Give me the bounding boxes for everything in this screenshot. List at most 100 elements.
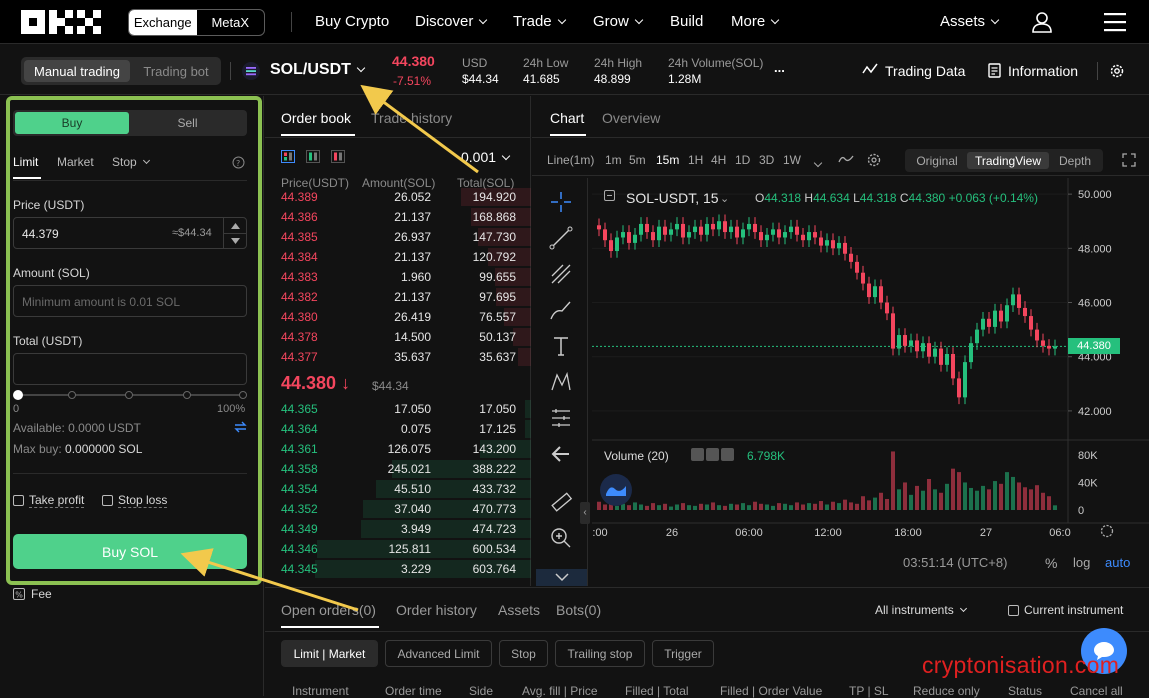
bid-row[interactable]: 44.358 245.021 388.222 xyxy=(265,459,531,479)
current-instrument-checkbox[interactable]: Current instrument xyxy=(1008,603,1123,617)
decrement-icon[interactable] xyxy=(231,238,240,244)
auto-scale-toggle[interactable]: auto xyxy=(1105,555,1131,570)
bid-row[interactable]: 44.352 37.040 470.773 xyxy=(265,499,531,519)
trading-data-link[interactable]: Trading Data xyxy=(885,63,966,79)
amount-slider[interactable] xyxy=(13,389,247,401)
indicator-icon[interactable] xyxy=(838,153,854,165)
help-icon[interactable]: ? xyxy=(232,156,245,169)
nav-discover[interactable]: Discover xyxy=(415,13,488,30)
ask-row[interactable]: 44.383 1.960 99.655 xyxy=(265,267,531,287)
user-icon[interactable] xyxy=(1031,11,1053,33)
exchange-tab[interactable]: Exchange xyxy=(129,10,197,35)
trend-line-icon[interactable] xyxy=(549,226,573,250)
fullscreen-icon[interactable] xyxy=(1122,153,1136,167)
book-bids-icon[interactable] xyxy=(306,150,320,163)
bid-row[interactable]: 44.365 17.050 17.050 xyxy=(265,399,531,419)
timeframe-4h[interactable]: 4H xyxy=(711,153,727,167)
tab-overview[interactable]: Overview xyxy=(602,110,661,126)
timeframe-3d[interactable]: 3D xyxy=(759,153,775,167)
log-scale-toggle[interactable]: log xyxy=(1073,555,1091,570)
timeframe-1d[interactable]: 1D xyxy=(735,153,751,167)
metax-tab[interactable]: MetaX xyxy=(211,15,250,30)
text-tool-icon[interactable] xyxy=(549,334,573,358)
order-type-stop[interactable]: Stop xyxy=(112,155,150,169)
bid-row[interactable]: 44.346 125.811 600.534 xyxy=(265,539,531,559)
pair-selector[interactable]: SOL/USDT xyxy=(270,61,366,79)
total-input[interactable] xyxy=(13,353,247,385)
support-chat-button[interactable] xyxy=(1081,628,1127,674)
slider-handle[interactable] xyxy=(13,390,23,400)
transfer-icon[interactable] xyxy=(234,421,247,433)
tab-assets[interactable]: Assets xyxy=(498,602,541,618)
timeframe-line1m[interactable]: Line(1m) xyxy=(547,153,595,167)
prediction-icon[interactable] xyxy=(549,406,573,430)
candlestick-chart[interactable]: 50.000 48.000 46.000 44.000 42.000 80K 40K 0:00… xyxy=(592,178,1149,586)
chart-settings-icon[interactable] xyxy=(866,152,882,168)
tab-chart[interactable]: Chart xyxy=(550,110,585,126)
nav-build[interactable]: Build xyxy=(670,13,704,30)
gear-icon[interactable] xyxy=(706,448,719,461)
collapse-legend-icon[interactable] xyxy=(604,190,615,201)
col-cancel-all[interactable]: Cancel all xyxy=(1070,684,1123,698)
nav-trade[interactable]: Trade xyxy=(513,13,566,30)
filter-trigger[interactable]: Trigger xyxy=(652,640,714,667)
pitchfork-icon[interactable] xyxy=(549,262,573,286)
order-type-limit[interactable]: Limit xyxy=(13,155,39,169)
order-type-market[interactable]: Market xyxy=(57,155,94,169)
timeframe-1h[interactable]: 1H xyxy=(688,153,704,167)
ask-row[interactable]: 44.389 26.052 194.920 xyxy=(265,187,531,207)
crosshair-icon[interactable] xyxy=(549,190,573,214)
nav-more[interactable]: More xyxy=(731,13,780,30)
menu-icon[interactable] xyxy=(1104,12,1126,32)
percent-scale-toggle[interactable]: % xyxy=(1045,555,1058,571)
more-stats-button[interactable]: ... xyxy=(774,60,785,75)
eye-icon[interactable] xyxy=(691,448,704,461)
amount-input[interactable]: Minimum amount is 0.01 SOL xyxy=(13,285,247,317)
bid-row[interactable]: 44.361 126.075 143.200 xyxy=(265,439,531,459)
bid-row[interactable]: 44.364 0.075 17.125 xyxy=(265,419,531,439)
zoom-in-icon[interactable] xyxy=(549,526,573,550)
volume-legend-controls[interactable] xyxy=(691,448,734,464)
tab-open-orders[interactable]: Open orders(0) xyxy=(281,602,376,618)
ruler-icon[interactable] xyxy=(549,490,573,514)
price-input[interactable]: 44.379 ≈$44.34 xyxy=(13,217,247,249)
tab-trade-history[interactable]: Trade history xyxy=(371,110,453,126)
information-link[interactable]: Information xyxy=(1008,63,1079,79)
settings-gear-icon[interactable] xyxy=(1109,63,1125,79)
filter-trailing-stop[interactable]: Trailing stop xyxy=(555,640,645,667)
close-icon[interactable] xyxy=(721,448,734,461)
stop-loss-checkbox[interactable]: Stop loss xyxy=(102,493,168,508)
ask-row[interactable]: 44.384 21.137 120.792 xyxy=(265,247,531,267)
ask-row[interactable]: 44.382 21.137 97.695 xyxy=(265,287,531,307)
ask-row[interactable]: 44.385 26.937 147.730 xyxy=(265,227,531,247)
tab-order-history[interactable]: Order history xyxy=(396,602,477,618)
collapse-toolbar-handle[interactable]: ‹ xyxy=(580,502,590,524)
ask-row[interactable]: 44.386 21.137 168.868 xyxy=(265,207,531,227)
view-tradingview[interactable]: TradingView xyxy=(967,152,1049,169)
pattern-icon[interactable] xyxy=(549,370,573,394)
view-depth[interactable]: Depth xyxy=(1058,153,1092,168)
precision-select[interactable]: 0.001 xyxy=(461,149,511,165)
ask-row[interactable]: 44.380 26.419 76.557 xyxy=(265,307,531,327)
book-both-sides-icon[interactable] xyxy=(281,150,295,163)
collapse-toolbar[interactable] xyxy=(536,569,587,586)
filter-limit-market[interactable]: Limit | Market xyxy=(281,640,378,667)
back-arrow-icon[interactable] xyxy=(549,442,573,466)
nav-assets[interactable]: Assets xyxy=(940,13,1000,30)
nav-buy-crypto[interactable]: Buy Crypto xyxy=(315,13,390,30)
sell-tab[interactable]: Sell xyxy=(177,116,198,130)
nav-grow[interactable]: Grow xyxy=(593,13,644,30)
tradingview-logo[interactable] xyxy=(600,474,632,506)
brush-icon[interactable] xyxy=(549,298,573,322)
bid-row[interactable]: 44.345 3.229 603.764 xyxy=(265,559,531,579)
ask-row[interactable]: 44.377 35.637 35.637 xyxy=(265,347,531,367)
manual-trading-tab[interactable]: Manual trading xyxy=(24,60,130,82)
okx-logo[interactable] xyxy=(21,10,101,34)
timeframe-1w[interactable]: 1W xyxy=(783,153,801,167)
bid-row[interactable]: 44.349 3.949 474.723 xyxy=(265,519,531,539)
timeframe-15m[interactable]: 15m xyxy=(656,153,680,167)
tab-bots[interactable]: Bots(0) xyxy=(556,602,602,618)
timeframe-1m[interactable]: 1m xyxy=(605,153,622,167)
view-original[interactable]: Original xyxy=(916,153,958,168)
chart-axis-settings-icon[interactable] xyxy=(1099,523,1115,539)
